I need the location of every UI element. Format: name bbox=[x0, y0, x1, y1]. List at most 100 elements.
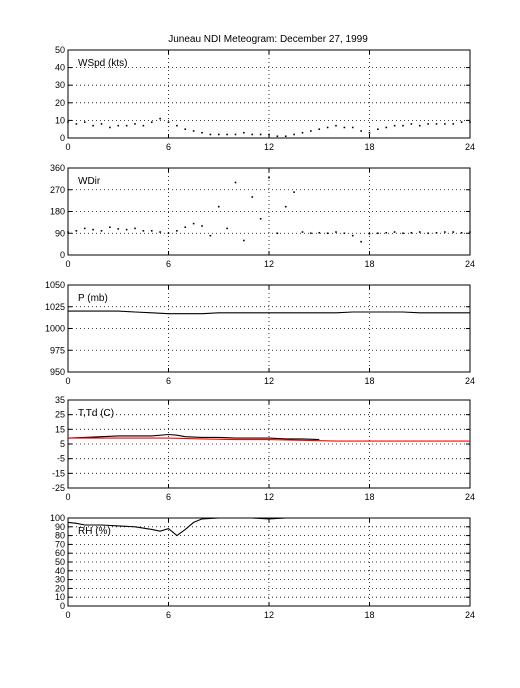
panel-4-x-tick-label: 12 bbox=[264, 610, 274, 620]
panel-1-point bbox=[201, 225, 203, 227]
panel-4-x-tick-label: 0 bbox=[65, 610, 70, 620]
panel-0-point bbox=[427, 123, 429, 125]
panel-4-y-tick-label: 50 bbox=[55, 557, 65, 567]
panel-0-point bbox=[150, 121, 153, 123]
panel-0-point bbox=[259, 133, 262, 136]
panel-1-point bbox=[343, 232, 346, 235]
panel-0-point bbox=[435, 123, 438, 125]
panel-2-x-tick-label: 6 bbox=[166, 376, 171, 386]
panel-1-point bbox=[435, 231, 438, 234]
panel-2-x-tick-label: 12 bbox=[264, 376, 274, 386]
panel-1-point bbox=[150, 230, 153, 232]
panel-0-point bbox=[284, 135, 287, 138]
panel-0-x-tick-label: 24 bbox=[465, 142, 475, 152]
panel-4-x-tick-label: 18 bbox=[364, 610, 374, 620]
panel-1-point bbox=[109, 226, 111, 229]
panel-1-point bbox=[393, 231, 396, 233]
panel-1-point bbox=[217, 205, 220, 208]
panel-3-y-tick-label: 35 bbox=[55, 395, 65, 405]
panel-4-y-tick-label: 60 bbox=[55, 548, 65, 558]
panel-0-point bbox=[117, 124, 120, 127]
panel-0-point bbox=[393, 124, 396, 127]
panel-1-point bbox=[226, 227, 228, 230]
panel-2-y-tick-label: 1000 bbox=[45, 324, 65, 334]
panel-1-y-tick-label: 360 bbox=[50, 163, 65, 173]
panel-1-y-tick-label: 180 bbox=[50, 207, 65, 217]
panel-4-label: RH (%) bbox=[78, 526, 111, 537]
panel-1-y-tick-label: 270 bbox=[50, 185, 65, 195]
panel-1-x-tick-label: 6 bbox=[166, 259, 171, 269]
panel-0-point bbox=[343, 126, 346, 129]
panel-1-point bbox=[125, 228, 128, 231]
panel-1-point bbox=[192, 222, 195, 225]
panel-0-point bbox=[335, 124, 337, 127]
panel-3-y-tick-label: 25 bbox=[55, 410, 65, 420]
panel-1-point bbox=[184, 226, 187, 229]
panel-0-point bbox=[217, 133, 220, 136]
panel-1-point bbox=[402, 232, 404, 235]
panel-1-point bbox=[134, 227, 136, 230]
panel-0-point bbox=[360, 130, 362, 132]
panel-1-point bbox=[75, 230, 78, 232]
panel-2-y-tick-label: 1050 bbox=[45, 280, 65, 290]
panel-1-point bbox=[167, 232, 170, 235]
panel-1-point bbox=[251, 196, 254, 198]
panel-1-point bbox=[284, 205, 287, 208]
panel-1-point bbox=[418, 231, 421, 233]
panel-0-point bbox=[83, 121, 86, 123]
panel-0-point bbox=[460, 121, 463, 123]
panel-1-point bbox=[176, 230, 178, 232]
panel-1-point bbox=[326, 232, 329, 235]
panel-0-point bbox=[469, 121, 471, 123]
panel-0-point bbox=[159, 117, 161, 120]
panel-0-point bbox=[368, 131, 371, 134]
panel-1-point bbox=[259, 217, 262, 220]
panel-4-y-tick-label: 40 bbox=[55, 566, 65, 576]
panel-4-series-0-line bbox=[67, 517, 470, 537]
panel-0-point bbox=[268, 133, 270, 136]
panel-1-x-tick-label: 18 bbox=[364, 259, 374, 269]
panel-2-y-tick-label: 1025 bbox=[45, 302, 65, 312]
panel-3-y-tick-label: -15 bbox=[52, 468, 65, 478]
panel-2-label: P (mb) bbox=[78, 293, 108, 304]
panel-0-point bbox=[318, 128, 321, 130]
panel-0-point bbox=[251, 133, 254, 136]
panel-0-point bbox=[92, 124, 94, 127]
panel-0-y-tick-label: 50 bbox=[55, 45, 65, 55]
panel-0-point bbox=[234, 133, 237, 136]
panel-4-y-tick-label: 30 bbox=[55, 575, 65, 585]
panel-1-point bbox=[276, 232, 279, 235]
panel-1-x-tick-label: 12 bbox=[264, 259, 274, 269]
panel-0-x-tick-label: 18 bbox=[364, 142, 374, 152]
panel-1-point bbox=[67, 231, 69, 233]
panel-0-point bbox=[109, 126, 111, 129]
panel-4-y-tick-label: 20 bbox=[55, 583, 65, 593]
panel-0-point bbox=[134, 123, 136, 125]
panel-3-y-tick-label: -5 bbox=[57, 454, 65, 464]
panel-1-point bbox=[469, 231, 471, 233]
panel-0-point bbox=[142, 124, 145, 127]
panel-0-point bbox=[452, 123, 455, 125]
panel-0-y-tick-label: 0 bbox=[60, 133, 65, 143]
panel-0-point bbox=[377, 128, 379, 130]
panel-0-point bbox=[351, 126, 354, 129]
panel-1-point bbox=[117, 228, 120, 230]
panel-0-point bbox=[125, 124, 128, 127]
panel-1-point bbox=[310, 232, 312, 235]
panel-1-point bbox=[427, 232, 429, 235]
panel-1-point bbox=[142, 230, 145, 232]
panel-1-point bbox=[410, 231, 413, 234]
panel-4-y-tick-label: 10 bbox=[55, 592, 65, 602]
panel-1-x-tick-label: 24 bbox=[465, 259, 475, 269]
panel-3-x-tick-label: 12 bbox=[264, 492, 274, 502]
panel-0-point bbox=[75, 123, 78, 125]
panel-3-y-tick-label: 15 bbox=[55, 424, 65, 434]
panel-0-point bbox=[209, 133, 212, 136]
panel-0-point bbox=[418, 124, 421, 127]
panel-0-y-tick-label: 10 bbox=[55, 115, 65, 125]
panel-3-series-1-line bbox=[68, 437, 470, 442]
panel-1-point bbox=[301, 231, 304, 233]
panel-4-y-tick-label: 100 bbox=[50, 513, 65, 523]
panel-3-x-tick-label: 24 bbox=[465, 492, 475, 502]
